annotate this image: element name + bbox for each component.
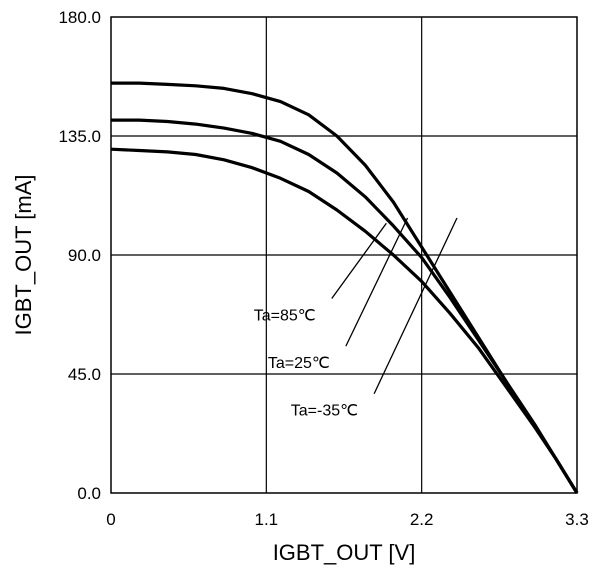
annotations: Ta=85℃ Ta=25℃ Ta=-35℃ <box>254 217 458 420</box>
series-line <box>110 147 579 494</box>
series-line <box>111 118 579 494</box>
annotation-leader-line <box>345 217 409 347</box>
x-tick-label: 3.3 <box>565 510 589 529</box>
x-tick-label: 0 <box>106 510 115 529</box>
series-line <box>111 81 579 494</box>
grid <box>111 17 577 493</box>
x-tick-label: 2.2 <box>410 510 434 529</box>
x-tick-labels: 0 1.1 2.2 3.3 <box>106 510 589 529</box>
annotation-leader-line <box>373 217 458 395</box>
y-tick-label: 0.0 <box>77 484 101 503</box>
y-tick-label: 180.0 <box>58 8 101 27</box>
y-tick-label: 135.0 <box>58 127 101 146</box>
annotation-leader-line <box>331 222 387 299</box>
series-group <box>110 81 579 494</box>
x-tick-label: 1.1 <box>255 510 279 529</box>
plot-area <box>110 16 578 494</box>
y-tick-label: 90.0 <box>68 246 101 265</box>
y-axis-title: IGBT_OUT [mA] <box>11 175 36 336</box>
y-tick-labels: 0.0 45.0 90.0 135.0 180.0 <box>58 8 101 503</box>
x-axis-title: IGBT_OUT [V] <box>273 540 416 565</box>
annotation-label: Ta=85℃ <box>254 308 316 325</box>
y-tick-label: 45.0 <box>68 365 101 384</box>
annotation-label: Ta=25℃ <box>268 355 330 372</box>
annotation-label: Ta=-35℃ <box>291 403 358 420</box>
